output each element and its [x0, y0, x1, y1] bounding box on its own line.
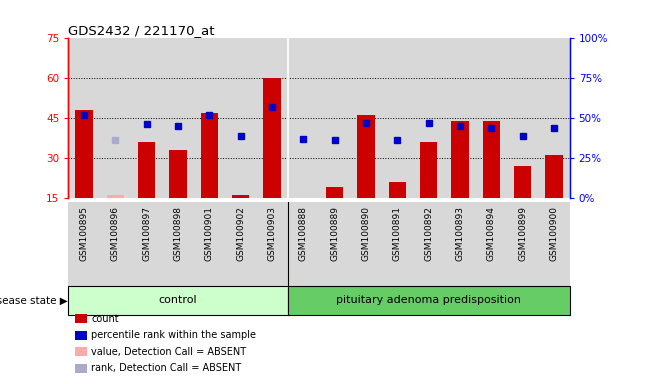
Text: GSM100889: GSM100889: [330, 206, 339, 261]
Bar: [169, 150, 187, 198]
Text: GSM100900: GSM100900: [549, 206, 559, 261]
Text: GSM100895: GSM100895: [79, 206, 89, 261]
Text: GSM100893: GSM100893: [456, 206, 464, 261]
Bar: [288, 286, 570, 315]
Bar: [357, 116, 374, 198]
Text: pituitary adenoma predisposition: pituitary adenoma predisposition: [336, 295, 521, 306]
Bar: [514, 166, 531, 198]
Bar: [76, 110, 92, 198]
Text: GSM100892: GSM100892: [424, 206, 433, 261]
Bar: [482, 121, 500, 198]
Text: GSM100898: GSM100898: [174, 206, 182, 261]
Bar: [546, 155, 562, 198]
Text: GSM100897: GSM100897: [142, 206, 151, 261]
Bar: [107, 195, 124, 198]
Bar: [326, 187, 343, 198]
Bar: [232, 195, 249, 198]
Text: GSM100896: GSM100896: [111, 206, 120, 261]
Text: GSM100888: GSM100888: [299, 206, 308, 261]
Text: disease state ▶: disease state ▶: [0, 295, 68, 306]
Text: percentile rank within the sample: percentile rank within the sample: [91, 330, 256, 340]
Text: GSM100891: GSM100891: [393, 206, 402, 261]
Bar: [201, 113, 218, 198]
Bar: [264, 78, 281, 198]
Text: GSM100902: GSM100902: [236, 206, 245, 261]
Text: control: control: [159, 295, 197, 306]
Bar: [420, 142, 437, 198]
Text: GSM100890: GSM100890: [361, 206, 370, 261]
Bar: [295, 198, 312, 200]
Text: GDS2432 / 221170_at: GDS2432 / 221170_at: [68, 24, 215, 37]
Text: value, Detection Call = ABSENT: value, Detection Call = ABSENT: [91, 347, 246, 357]
Bar: [451, 121, 469, 198]
Text: rank, Detection Call = ABSENT: rank, Detection Call = ABSENT: [91, 363, 242, 373]
Text: count: count: [91, 314, 118, 324]
Bar: [138, 142, 156, 198]
Text: GSM100901: GSM100901: [205, 206, 214, 261]
Bar: [68, 286, 288, 315]
Text: GSM100894: GSM100894: [487, 206, 496, 261]
Bar: [389, 182, 406, 198]
Text: GSM100899: GSM100899: [518, 206, 527, 261]
Text: GSM100903: GSM100903: [268, 206, 277, 261]
